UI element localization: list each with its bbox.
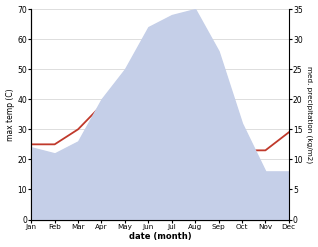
X-axis label: date (month): date (month) (129, 232, 191, 242)
Y-axis label: med. precipitation (kg/m2): med. precipitation (kg/m2) (306, 66, 313, 163)
Y-axis label: max temp (C): max temp (C) (5, 88, 15, 141)
